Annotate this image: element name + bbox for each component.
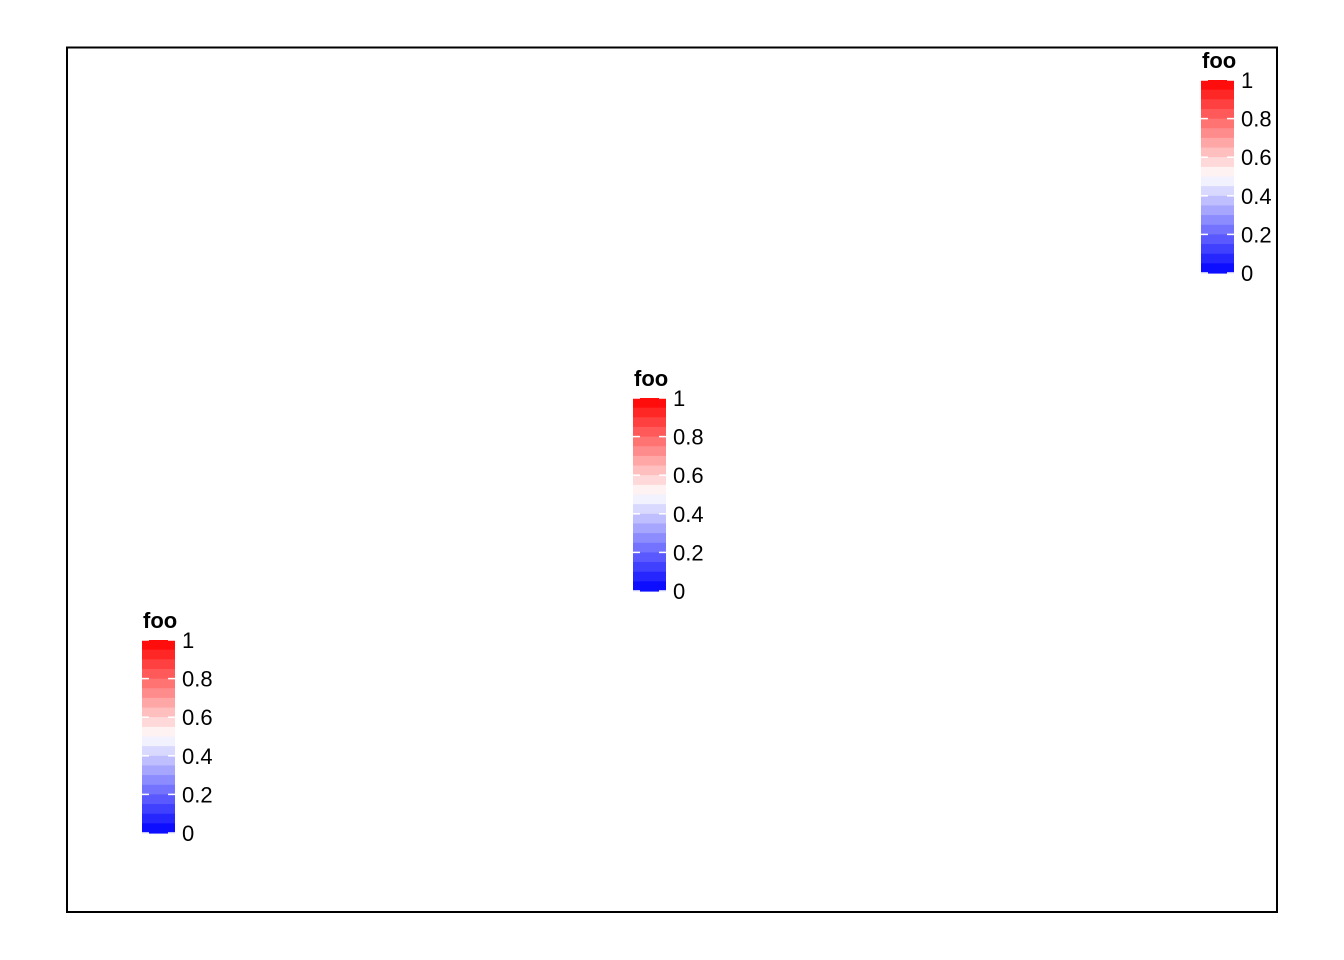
colorbar-segment — [1201, 263, 1234, 274]
colorbar-segment — [633, 436, 666, 447]
colorbar-segment — [633, 533, 666, 544]
colorbar-segment — [633, 504, 666, 515]
colorbar-tick-label: 0.6 — [673, 463, 704, 488]
colorbar-segment — [633, 426, 666, 438]
colorbar — [1201, 80, 1234, 274]
colorbar-segment — [633, 542, 666, 553]
colorbar-segment — [633, 446, 666, 457]
colorbar-segment — [1201, 99, 1234, 110]
colorbar-segment — [633, 475, 666, 486]
colorbar-tick-label: 0.8 — [182, 667, 213, 692]
colorbar-segment — [1201, 157, 1234, 168]
colorbar-segment — [142, 794, 175, 805]
colorbar-tick-label: 1 — [673, 386, 685, 411]
colorbar-segment — [142, 668, 175, 680]
colorbar-tick-label: 0.4 — [182, 744, 213, 769]
colorbar-tick-label: 0.8 — [1241, 107, 1272, 132]
colorbar-segment — [633, 465, 666, 476]
colorbar-tick-label: 0.8 — [673, 425, 704, 450]
colorbar-tick-label: 0.2 — [182, 782, 213, 807]
colorbar-segment — [633, 562, 666, 573]
colorbar-segment — [1201, 80, 1234, 91]
colorbar-segment — [633, 513, 666, 525]
colorbar-segment — [1201, 176, 1234, 187]
colorbar-tick-label: 0.4 — [673, 502, 704, 527]
colorbar-segment — [633, 571, 666, 582]
colorbar-segment — [1201, 195, 1234, 207]
colorbar-segment — [1201, 108, 1234, 120]
legends-layer: foo00.20.40.60.81foo00.20.40.60.81foo00.… — [142, 48, 1272, 846]
colorbar-segment — [142, 649, 175, 660]
colorbar-segment — [1201, 234, 1234, 245]
colorbar-segment — [142, 678, 175, 689]
colorbar-segment — [633, 494, 666, 505]
colorbar-segment — [1201, 186, 1234, 197]
colorbar-segment — [142, 813, 175, 824]
colorbar-segment — [142, 688, 175, 699]
colorbar-segment — [1201, 147, 1234, 158]
colorbar — [633, 398, 666, 592]
colorbar-segment — [1201, 137, 1234, 149]
colorbar-segment — [633, 407, 666, 418]
colorbar-segment — [633, 484, 666, 496]
colorbar-segment — [142, 736, 175, 747]
colorbar-segment — [1201, 215, 1234, 226]
colorbar-segment — [1201, 89, 1234, 100]
colorbar-tick-label: 0 — [1241, 261, 1253, 286]
colorbar-tick-label: 0.4 — [1241, 184, 1272, 209]
colorbar-segment — [142, 659, 175, 670]
legend-title: foo — [1202, 48, 1236, 73]
colorbar-segment — [1201, 118, 1234, 129]
legend-title: foo — [634, 366, 668, 391]
colorbar-tick-label: 0 — [673, 579, 685, 604]
colorbar-segment — [1201, 205, 1234, 216]
colorbar-segment — [142, 755, 175, 767]
colorbar-segment — [633, 552, 666, 563]
legend-title: foo — [143, 608, 177, 633]
colorbar-tick-label: 0 — [182, 821, 194, 846]
colorbar-segment — [142, 697, 175, 709]
colorbar-segment — [142, 765, 175, 776]
colorbar-segment — [142, 823, 175, 834]
colorbar-segment — [142, 640, 175, 651]
colorbar-segment — [1201, 166, 1234, 178]
colorbar-tick-label: 1 — [182, 628, 194, 653]
colorbar-tick-label: 0.2 — [673, 540, 704, 565]
colorbar-segment — [142, 784, 175, 795]
colorbar-segment — [1201, 244, 1234, 255]
colorbar-segment — [1201, 224, 1234, 235]
colorbar-tick-label: 0.6 — [1241, 145, 1272, 170]
colorbar-segment — [142, 707, 175, 718]
colorbar-segment — [142, 775, 175, 786]
colorbar — [142, 640, 175, 834]
colorbar-segment — [633, 417, 666, 428]
colorbar-segment — [142, 717, 175, 728]
plot-panel — [66, 46, 1278, 913]
colorbar-tick-label: 0.6 — [182, 705, 213, 730]
colorbar-tick-label: 0.2 — [1241, 222, 1272, 247]
colorbar-segment — [142, 746, 175, 757]
colorbar-segment — [633, 581, 666, 592]
colorbar-tick-label: 1 — [1241, 68, 1253, 93]
colorbar-segment — [142, 804, 175, 815]
colorbar-legend-center: foo 0 0.2 0.4 0.6 0.8 1 — [633, 366, 704, 604]
colorbar-legend-top-right: foo 0 0.2 0.4 0.6 0.8 1 — [1201, 48, 1272, 286]
colorbar-segment — [1201, 128, 1234, 139]
colorbar-segment — [1201, 253, 1234, 264]
colorbar-segment — [633, 398, 666, 409]
colorbar-segment — [633, 523, 666, 534]
colorbar-segment — [633, 455, 666, 467]
colorbar-legend-bottom-left: foo 0 0.2 0.4 0.6 0.8 1 — [142, 608, 213, 846]
colorbar-segment — [142, 726, 175, 738]
